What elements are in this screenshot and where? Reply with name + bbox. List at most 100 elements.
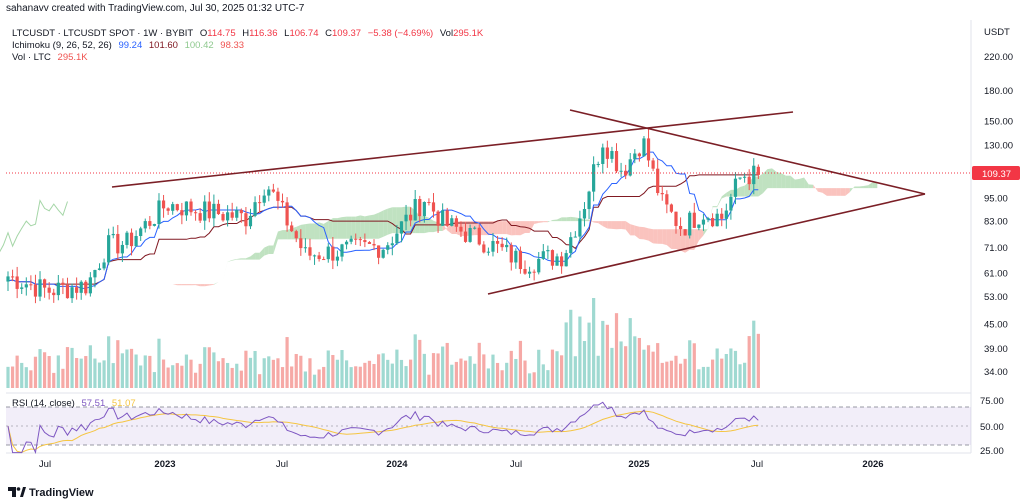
candle-body — [459, 226, 463, 232]
cloud-segment — [355, 215, 361, 239]
cloud-segment — [740, 185, 745, 197]
cloud-segment — [204, 284, 210, 287]
volume-bar — [134, 354, 138, 388]
time-tick-label: Jul — [276, 459, 288, 470]
cloud-segment — [497, 221, 503, 235]
cloud-segment — [703, 228, 709, 236]
volume-bar — [546, 370, 550, 388]
volume-bar — [459, 358, 463, 388]
candle-body — [628, 159, 632, 176]
volume-bar — [367, 360, 372, 388]
lower-trendline[interactable] — [487, 193, 926, 295]
candle-body — [171, 204, 175, 211]
candle-body — [203, 201, 207, 221]
candle-body — [669, 204, 674, 212]
candle-body — [733, 178, 738, 197]
volume-bar — [116, 340, 120, 388]
volume-bar — [427, 374, 431, 388]
volume-bar — [75, 357, 79, 388]
close-value: 109.37 — [332, 28, 362, 39]
volume-bar — [601, 320, 605, 388]
cloud-segment — [790, 175, 795, 189]
volume-bar — [248, 357, 253, 388]
cloud-segment — [392, 207, 397, 234]
high-value: 116.36 — [249, 28, 278, 39]
candle-body — [253, 202, 257, 216]
volume-bar — [541, 364, 545, 388]
symbol-name[interactable]: LTCUSDT · LTCUSDT SPOT · 1W · BYBIT — [12, 28, 194, 39]
volume-bar — [610, 347, 614, 388]
cloud-segment — [698, 229, 704, 241]
rsi-legend[interactable]: RSI (14, close) 57.51 51.07 — [12, 398, 140, 409]
candle-body — [326, 246, 330, 260]
candle-body — [550, 250, 555, 266]
volume-label: Vol · LTC — [12, 52, 51, 63]
cloud-segment — [364, 215, 370, 239]
cloud-segment — [314, 222, 320, 240]
cloud-segment — [209, 284, 214, 286]
candle-body — [413, 199, 417, 221]
candle-body — [756, 166, 760, 175]
descending-resistance-line[interactable] — [569, 109, 926, 195]
candle-body — [431, 202, 436, 212]
cloud-segment — [625, 221, 631, 236]
volume-bar — [605, 324, 609, 388]
candle-body — [523, 269, 527, 274]
cloud-segment — [529, 221, 535, 233]
rsi-axis-50: 50.00 — [980, 422, 1004, 433]
volume-bar — [230, 367, 234, 388]
candle-body — [107, 235, 111, 263]
tradingview-footer[interactable]: TradingView — [8, 487, 94, 499]
volume-legend[interactable]: Vol · LTC 295.1K — [12, 52, 92, 63]
candle-body — [624, 170, 628, 176]
cloud-segment — [717, 196, 722, 208]
volume-bar — [395, 349, 399, 388]
volume-bar — [143, 355, 147, 388]
cloud-segment — [616, 221, 622, 230]
upper-trendline[interactable] — [111, 111, 794, 188]
candle-body — [637, 153, 641, 157]
cloud-segment — [858, 186, 864, 189]
candle-body — [38, 279, 42, 297]
candle-body — [573, 236, 577, 238]
cloud-segment — [570, 216, 576, 222]
candle-body — [29, 284, 33, 286]
volume-bar — [308, 358, 312, 388]
candle-body — [143, 221, 147, 229]
cloud-segment — [483, 221, 489, 236]
cloud-segment — [557, 217, 562, 222]
candle-body — [706, 218, 710, 220]
volume-bar — [678, 363, 683, 388]
candle-body — [688, 212, 692, 236]
symbol-legend[interactable]: LTCUSDT · LTCUSDT SPOT · 1W · BYBIT O114… — [12, 28, 491, 39]
cloud-segment — [305, 223, 310, 240]
volume-bar — [244, 350, 248, 388]
ichimoku-legend[interactable]: Ichimoku (9, 26, 52, 26) 99.24 101.60 10… — [12, 40, 248, 51]
ichimoku-cloud — [126, 168, 878, 287]
cloud-segment — [566, 216, 571, 222]
cloud-segment — [383, 208, 388, 237]
time-axis[interactable]: Jul 2023 Jul 2024 Jul 2025 Jul 2026 — [39, 459, 884, 470]
volume-bar — [404, 366, 408, 388]
candle-body — [450, 218, 454, 226]
candle-body — [399, 221, 404, 234]
candle-body — [463, 231, 468, 242]
candle-body — [495, 241, 500, 244]
cloud-segment — [374, 212, 379, 239]
candle-body — [546, 250, 550, 252]
cloud-segment — [836, 188, 841, 196]
cloud-segment — [849, 186, 855, 193]
candle-body — [216, 203, 221, 215]
cloud-segment — [126, 279, 132, 281]
volume-bar — [317, 369, 321, 388]
volume-bar — [258, 374, 262, 388]
candle-body — [697, 224, 701, 228]
cloud-segment — [525, 221, 530, 233]
volume-bar — [322, 366, 326, 388]
candle-body — [120, 244, 124, 254]
volume-bar — [111, 363, 115, 388]
price-axis[interactable]: 220.00 180.00 150.00 130.00 95.00 83.00 71.00 6… — [984, 52, 1013, 378]
price-tick-label: 180.00 — [984, 86, 1013, 97]
candle-body — [592, 164, 596, 192]
